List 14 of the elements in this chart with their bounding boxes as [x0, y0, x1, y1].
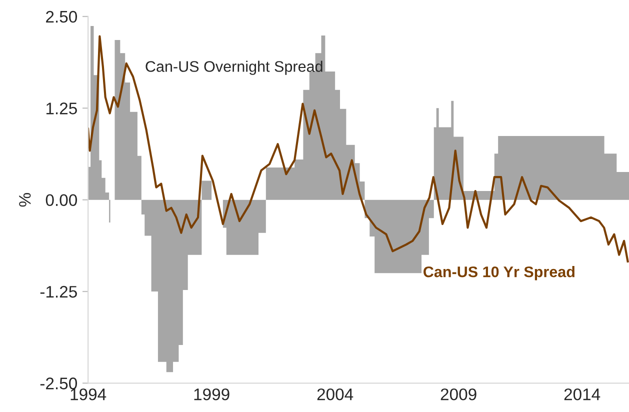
- x-tick-label: 2009: [440, 388, 476, 400]
- x-tick-label: 2004: [317, 388, 354, 400]
- y-tick-label: -1.25: [40, 286, 77, 298]
- x-tick-label: 2014: [564, 388, 600, 400]
- y-axis-title: %: [19, 193, 31, 207]
- x-tick-label: 1999: [194, 388, 230, 400]
- y-tick-label: -2.50: [40, 378, 77, 390]
- y-tick-label: 2.50: [46, 10, 77, 23]
- series-label: Can-US 10 Yr Spread: [424, 266, 574, 280]
- series-label: Can-US Overnight Spread: [146, 60, 322, 75]
- y-tick-label: 0.00: [46, 194, 77, 206]
- x-tick-label: 1994: [70, 388, 106, 400]
- y-tick-label: 1.25: [46, 102, 77, 114]
- line-series: [88, 35, 629, 262]
